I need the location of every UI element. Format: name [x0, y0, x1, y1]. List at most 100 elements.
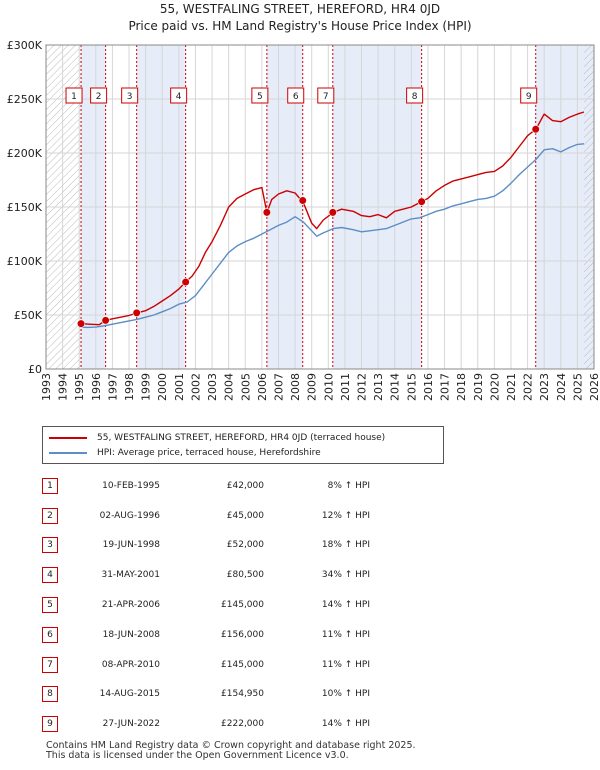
x-tick-label: 2000 — [156, 373, 169, 401]
x-tick-label: 1998 — [123, 373, 136, 401]
sale-number-label: 3 — [127, 92, 133, 102]
sale-number-label: 8 — [412, 92, 418, 102]
sale-point — [76, 319, 86, 328]
legend-item-property: 55, WESTFALING STREET, HEREFORD, HR4 0JD… — [49, 431, 385, 445]
sale-hpi-diff: 11% ↑ HPI — [321, 630, 370, 640]
sale-number-box — [121, 87, 139, 104]
sale-number-label: 6 — [293, 92, 299, 102]
sale-number: 6 — [42, 627, 58, 643]
legend-label-hpi: HPI: Average price, terraced house, Here… — [97, 448, 321, 458]
x-tick-label: 2023 — [538, 373, 551, 401]
legend-line-hpi — [49, 452, 87, 454]
x-tick-label: 2011 — [339, 373, 352, 401]
y-tick-label: £150K — [7, 201, 43, 214]
x-tick-label: 2018 — [455, 373, 468, 401]
sale-point — [101, 316, 110, 325]
sale-number: 7 — [42, 657, 58, 673]
x-tick-label: 2002 — [189, 373, 202, 401]
sale-point — [328, 208, 337, 217]
price-chart: 1 2 3 4 5 6 7 8 9 £0 £50K £100K £150K £200K £250K £300… — [7, 39, 600, 401]
x-tick-label: 2010 — [322, 373, 335, 401]
chart-title: 55, WESTFALING STREET, HEREFORD, HR4 0JD — [159, 2, 441, 16]
y-tick-label: £200K — [7, 147, 43, 160]
y-tick-label: £0 — [28, 363, 42, 376]
sale-hpi-diff: 8% ↑ HPI — [327, 481, 370, 491]
sale-date: 08-APR-2010 — [101, 660, 160, 670]
x-tick-label: 1995 — [73, 373, 86, 401]
x-tick-label: 2005 — [239, 373, 252, 401]
x-tick-label: 2013 — [372, 373, 385, 401]
property-price-line — [80, 111, 585, 326]
footer-attribution: Contains HM Land Registry data © Crown c… — [46, 741, 416, 761]
x-tick-label: 2022 — [522, 373, 535, 401]
sale-date: 02-AUG-1996 — [99, 511, 160, 521]
legend-label-property: 55, WESTFALING STREET, HEREFORD, HR4 0JD… — [97, 433, 386, 443]
x-tick-label: 2016 — [422, 373, 435, 401]
footer-line-copyright: Contains HM Land Registry data © Crown c… — [46, 740, 416, 751]
hpi-line — [79, 143, 585, 329]
x-tick-label: 2001 — [173, 373, 186, 401]
x-tick-label: 2017 — [439, 373, 452, 401]
sale-hpi-diff: 18% ↑ HPI — [321, 540, 370, 550]
y-tick-label: £50K — [14, 309, 43, 322]
sale-price: £222,000 — [221, 719, 264, 729]
sale-hpi-diff: 10% ↑ HPI — [321, 689, 370, 699]
sale-number-box — [520, 87, 538, 104]
x-tick-label: 2015 — [405, 373, 418, 401]
sale-number: 5 — [42, 597, 58, 613]
sale-price: £52,000 — [226, 540, 264, 550]
sale-point — [132, 308, 141, 317]
sale-number: 9 — [42, 716, 58, 732]
sale-number-box — [287, 87, 305, 104]
sale-hpi-diff: 14% ↑ HPI — [321, 719, 370, 729]
x-tick-label: 2020 — [488, 373, 501, 401]
x-tick-label: 2006 — [256, 373, 269, 401]
sale-number-box — [317, 87, 335, 104]
x-tick-label: 2009 — [306, 373, 319, 401]
x-tick-label: 2021 — [505, 373, 518, 401]
sale-number-box — [251, 87, 269, 104]
sale-price: £45,000 — [226, 511, 264, 521]
x-tick-label: 2019 — [472, 373, 485, 401]
x-tick-label: 2004 — [223, 373, 236, 401]
sale-price: £80,500 — [226, 570, 264, 580]
sale-date: 10-FEB-1995 — [102, 481, 160, 491]
sale-price: £145,000 — [221, 600, 264, 610]
y-tick-label: £250K — [7, 93, 43, 106]
sale-number: 1 — [42, 478, 58, 494]
x-tick-label: 1997 — [106, 373, 119, 401]
sale-number-box — [65, 87, 83, 104]
chart-subtitle: Price paid vs. HM Land Registry's House … — [128, 19, 472, 33]
sale-price: £154,950 — [221, 689, 264, 699]
sale-price: £156,000 — [221, 630, 264, 640]
sale-point — [262, 208, 271, 217]
sale-number-box — [406, 87, 424, 104]
sale-date: 14-AUG-2015 — [99, 689, 160, 699]
sale-number-label: 4 — [176, 92, 182, 102]
sale-number: 8 — [42, 686, 58, 702]
sale-date: 31-MAY-2001 — [101, 570, 160, 580]
x-tick-label: 2025 — [571, 373, 584, 401]
x-tick-label: 2026 — [588, 373, 600, 401]
sale-number: 3 — [42, 537, 58, 553]
sale-hpi-diff: 14% ↑ HPI — [321, 600, 370, 610]
sale-point — [181, 277, 190, 287]
sale-number: 4 — [42, 567, 58, 583]
x-tick-label: 2024 — [555, 373, 568, 401]
sale-date: 21-APR-2006 — [101, 600, 160, 610]
sale-number-box — [170, 87, 188, 104]
sale-date: 18-JUN-2008 — [102, 630, 160, 640]
y-tick-label: £300K — [7, 39, 43, 52]
sale-hpi-diff: 34% ↑ HPI — [321, 570, 370, 580]
sale-number-label: 2 — [96, 92, 102, 102]
sale-number-label: 5 — [257, 92, 263, 102]
sale-point — [298, 196, 307, 205]
x-tick-label: 1994 — [57, 373, 70, 401]
sale-point — [531, 125, 540, 134]
sale-number-label: 9 — [526, 92, 532, 102]
sale-point — [417, 197, 426, 206]
x-tick-label: 1999 — [140, 373, 153, 401]
sale-price: £145,000 — [221, 660, 264, 670]
plot-frame — [45, 44, 595, 370]
legend-line-property — [49, 437, 87, 439]
